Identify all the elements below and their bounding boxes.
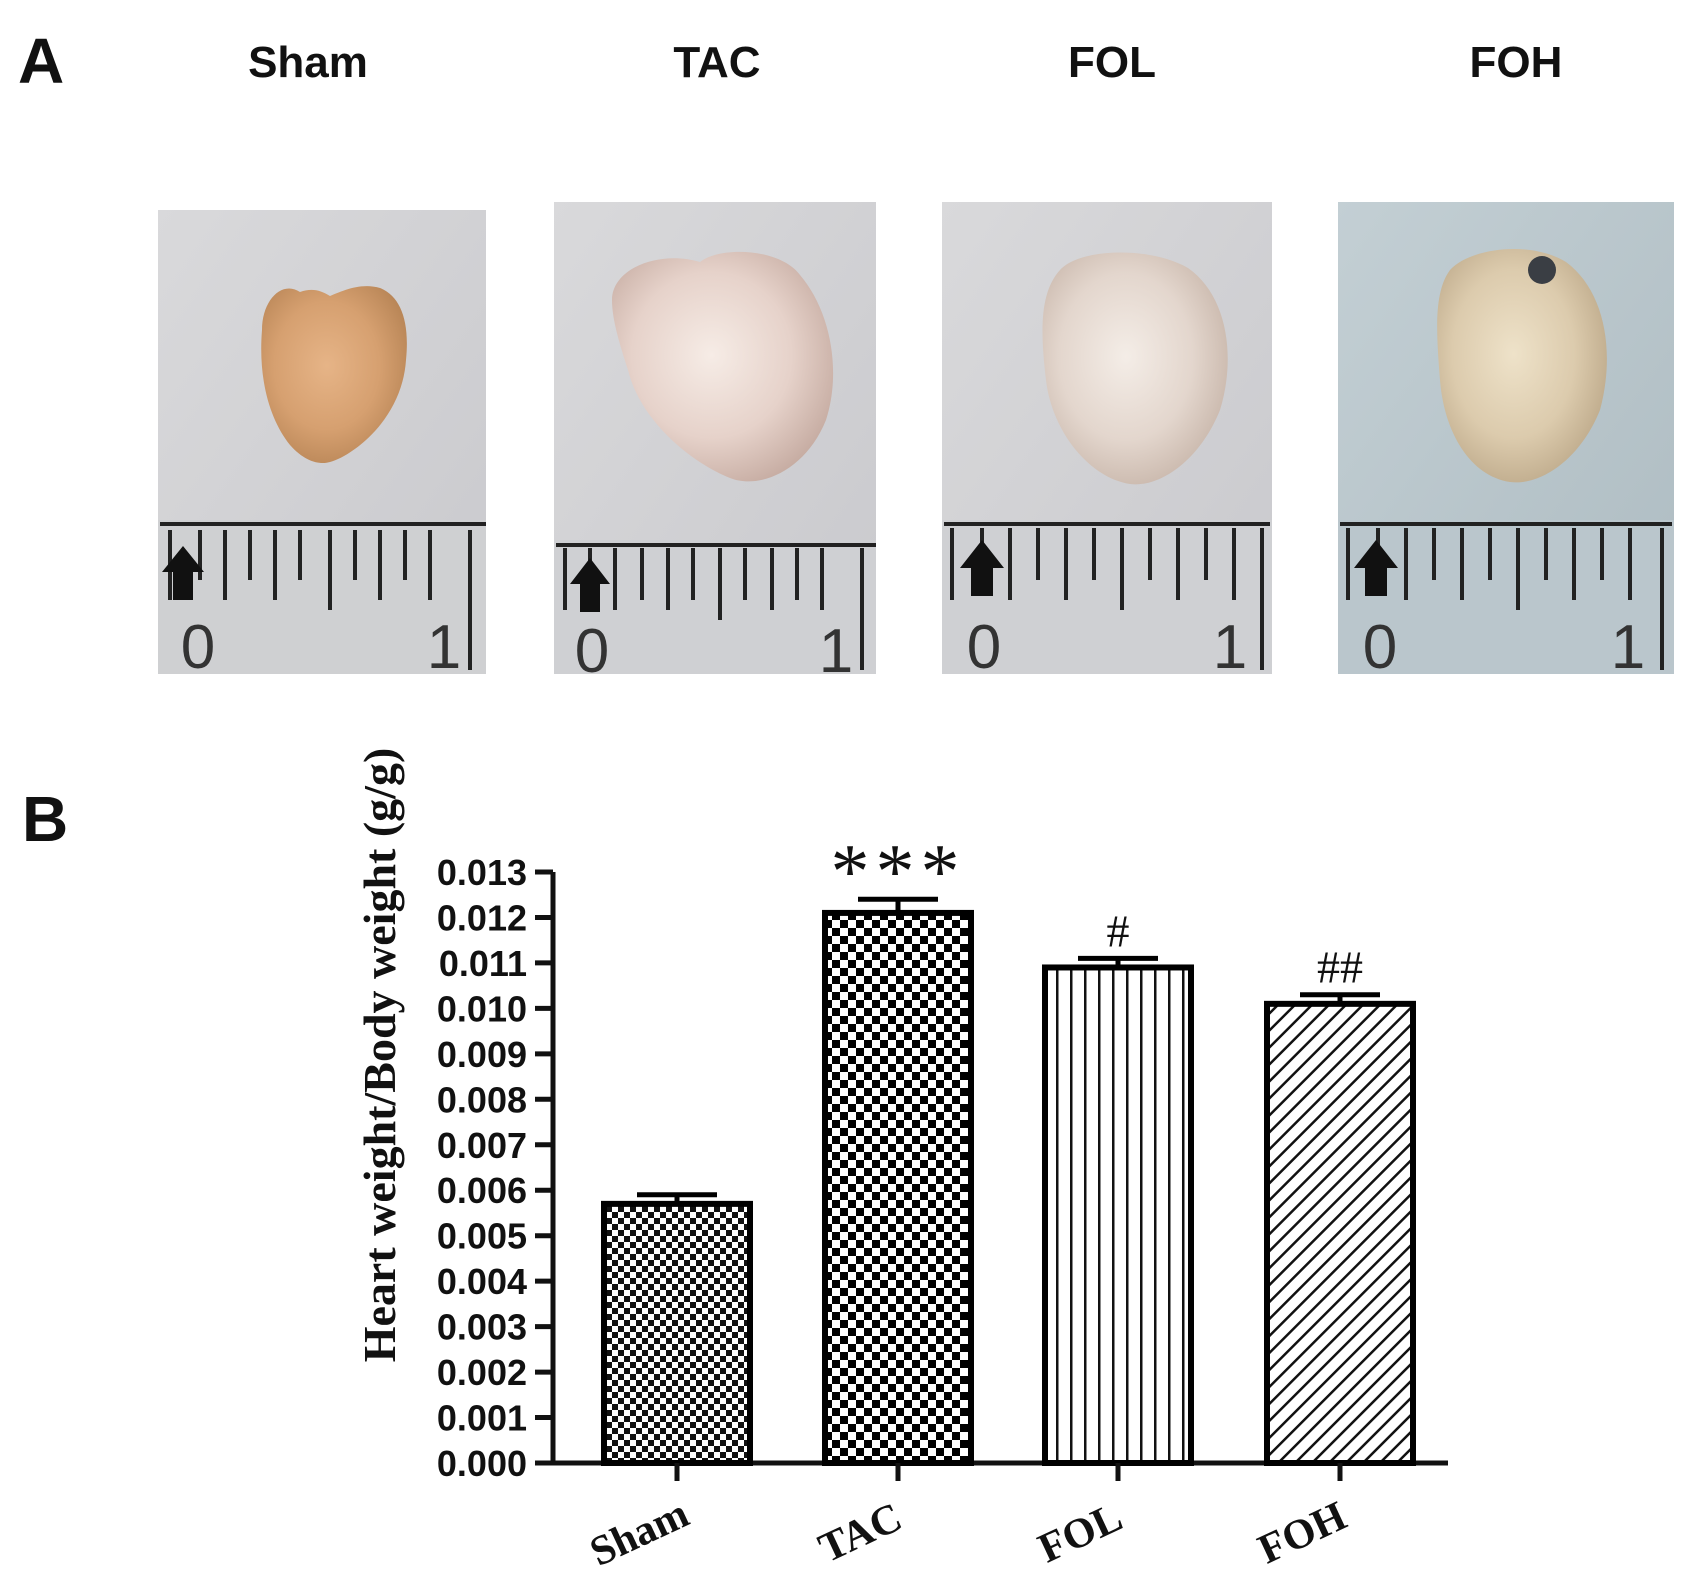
photo-fol: 0 1 [942,202,1272,682]
ruler-one-fol: 1 [1213,613,1247,682]
photo-foh: 0 1 [1338,202,1674,682]
significance-tac: *** [831,827,966,914]
y-tick-label: 0.012 [437,897,527,938]
photo-title-foh: FOH [1469,38,1563,87]
photo-title-sham: Sham [248,38,368,87]
photo-title-tac: TAC [673,38,761,87]
ruler-zero-fol: 0 [967,613,1001,682]
y-tick-label: 0.003 [437,1307,527,1348]
panel-b-letter: B [22,783,69,855]
bars: ***### [601,827,1416,1467]
heart-foh [1437,248,1607,483]
ruler-arrow-tac [570,558,610,612]
y-tick-label: 0.004 [437,1261,527,1302]
heart-sham [261,286,407,464]
y-tick-label: 0.006 [437,1170,527,1211]
significance-foh: ## [1317,942,1363,993]
photo-sham: 0 1 [158,210,486,682]
x-tick-label-sham: Sham [583,1491,696,1576]
ruler-zero-sham: 0 [181,613,215,682]
ruler-zero-foh: 0 [1363,613,1397,682]
ruler-arrow-fol [960,540,1004,596]
y-tick-label: 0.001 [437,1398,527,1439]
heart-foh-vessel [1528,256,1556,284]
y-tick-label: 0.013 [437,852,527,893]
ruler-one-foh: 1 [1611,613,1645,682]
ruler-one-sham: 1 [427,613,461,682]
y-tick-label: 0.011 [439,943,527,984]
y-tick-label: 0.005 [437,1216,527,1257]
bar-tac [822,909,974,1466]
x-tick-label-foh: FOH [1252,1493,1354,1573]
photo-tac: 0 1 [554,202,876,686]
ruler-ticks-foh [1346,528,1664,670]
ruler-zero-tac: 0 [575,617,609,686]
y-tick-label: 0.010 [437,988,527,1029]
x-tick-label-tac: TAC [812,1494,909,1572]
x-tick-label-fol: FOL [1032,1494,1130,1572]
y-tick-label: 0.009 [437,1034,527,1075]
ruler-arrow-sham [162,546,204,600]
y-tick-label: 0.000 [437,1443,527,1484]
significance-fol: # [1107,905,1130,956]
heart-fol [1042,252,1228,485]
bar-foh [1264,1000,1416,1466]
y-axis-label: Heart weight/Body weight (g/g) [354,748,405,1363]
panel-a-letter: A [18,25,65,97]
heart-tac [612,251,834,482]
y-tick-label: 0.002 [437,1352,527,1393]
ruler-ticks-sham [168,530,472,670]
y-tick-label: 0.008 [437,1079,527,1120]
ruler-one-tac: 1 [819,617,853,686]
bar-fol [1042,964,1194,1466]
heart-photo-panel: 0 1 0 1 0 [158,202,1674,686]
x-ticks: Sham TAC FOL FOH [583,1463,1353,1576]
photo-title-fol: FOL [1068,38,1156,87]
y-tick-label: 0.007 [437,1125,527,1166]
ruler-arrow-foh [1354,540,1398,596]
bar-sham [601,1200,753,1467]
